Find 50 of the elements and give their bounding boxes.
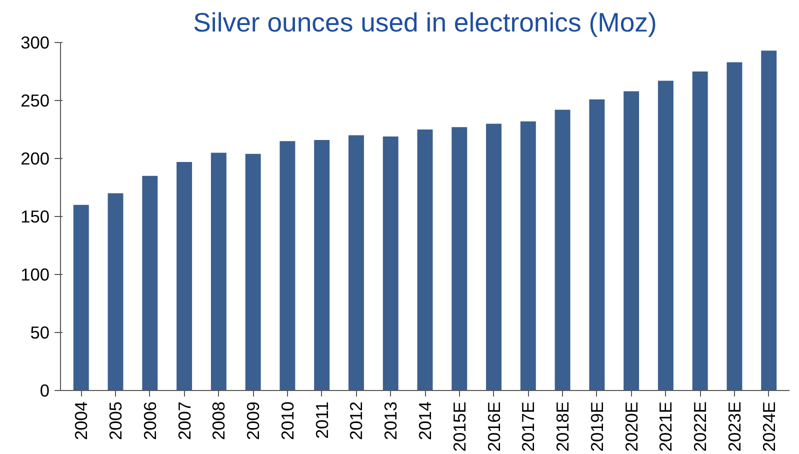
bar [417,130,433,390]
bar [554,110,570,390]
x-tick-label: 2024E [758,401,779,452]
y-tick-label: 150 [20,206,50,226]
x-tick-label: 2008 [208,401,229,440]
x-tick-label: 2006 [140,401,160,440]
bar [73,204,89,390]
y-tick-label: 300 [20,32,50,52]
bar [726,62,742,390]
x-tick-label: 2013 [380,401,401,440]
bar [245,154,261,390]
bar [692,72,708,390]
y-tick-label: 200 [20,148,50,168]
bar [142,176,158,390]
x-tick-label: 2005 [106,401,126,440]
x-tick-label: 2011 [312,401,332,439]
x-tick-label: 2004 [71,401,92,440]
bar [382,136,398,390]
x-tick-label: 2015E [449,401,470,452]
bar [520,121,536,390]
y-tick-label: 50 [30,322,50,342]
bar [176,162,192,390]
bar [589,99,605,390]
x-tick-label: 2012 [346,401,366,440]
y-tick-label: 250 [20,90,50,110]
bar [624,91,640,390]
x-tick-label: 2022E [690,401,710,452]
bar [452,127,468,390]
x-tick-label: 2021E [656,401,676,452]
x-tick-label: 2010 [277,401,298,440]
y-tick-label: 0 [40,380,50,400]
x-tick-label: 2017E [518,401,538,452]
bar [486,124,502,390]
bar [108,193,124,390]
x-tick-label: 2018E [552,401,573,452]
y-tick-label: 100 [20,264,50,284]
x-tick-label: 2020E [621,401,642,452]
x-tick-label: 2009 [243,401,264,440]
x-tick-label: 2023E [724,401,744,452]
chart-title: Silver ounces used in electronics (Moz) [193,8,657,38]
bar [210,152,226,390]
x-tick-label: 2019E [586,401,607,452]
x-tick-label: 2016E [484,401,504,452]
bar [314,140,330,390]
x-tick-label: 2007 [174,401,194,440]
x-tick-label: 2014 [415,401,435,440]
bar [280,141,296,390]
bar [348,135,364,390]
bar [761,50,777,390]
bar [658,80,674,390]
